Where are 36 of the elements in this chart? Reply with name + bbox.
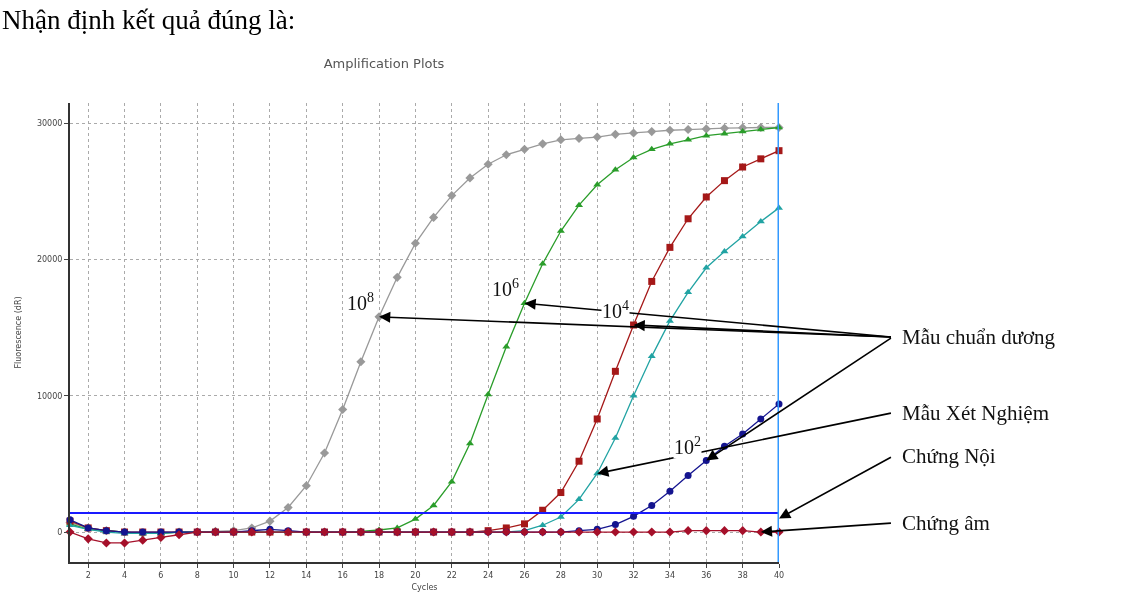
x-tick-label: 40: [773, 570, 785, 580]
x-tick-label: 20: [410, 570, 421, 580]
y-tick-label: 10000: [36, 391, 63, 401]
x-tick-label: 14: [301, 570, 312, 580]
x-tick-label: 8: [194, 570, 200, 580]
x-tick-label: 38: [737, 570, 748, 580]
x-tick-label: 30: [592, 570, 603, 580]
annotation: Mẫu Xét Nghiệm: [902, 401, 1049, 425]
x-tick-label: 36: [701, 570, 712, 580]
x-tick-label: 12: [264, 570, 276, 580]
annotation: Chứng Nội: [902, 444, 996, 468]
x-tick-label: 26: [519, 570, 530, 580]
x-tick-label: 28: [555, 570, 566, 580]
y-tick-label: 30000: [36, 119, 63, 129]
x-tick-label: 24: [483, 570, 494, 580]
annotation: Chứng âm: [902, 511, 990, 535]
x-axis-title: Cycles: [411, 583, 438, 593]
annotation: Mẫu chuẩn dương: [902, 325, 1056, 349]
chart-title: Amplification Plots: [323, 55, 445, 71]
series-label: 10$^{6}$: [492, 276, 519, 301]
x-tick-label: 6: [158, 570, 164, 580]
text: Nhận định kết quả đúng là:: [2, 5, 296, 35]
x-tick-label: 32: [628, 570, 639, 580]
x-tick-label: 10: [228, 570, 239, 580]
x-tick-label: 34: [664, 570, 676, 580]
x-tick-label: 18: [373, 570, 385, 580]
y-axis-title: Fluorescence (dR): [14, 296, 24, 369]
series-label: 10$^{4}$: [602, 298, 629, 323]
x-tick-label: 22: [446, 570, 457, 580]
x-tick-label: 16: [337, 570, 348, 580]
series-label: 10$^{2}$: [674, 434, 701, 459]
y-tick-label: 0: [57, 527, 63, 537]
series-label: 10$^{8}$: [347, 290, 374, 315]
y-tick-label: 20000: [36, 255, 63, 265]
x-tick-label: 2: [85, 570, 91, 580]
x-tick-label: 4: [121, 570, 128, 580]
